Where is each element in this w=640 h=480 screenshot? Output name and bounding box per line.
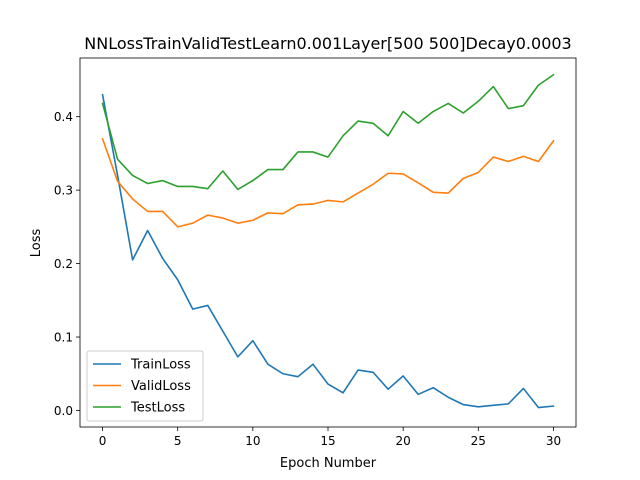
x-tick-label: 25 (471, 434, 486, 448)
x-tick-label: 5 (174, 434, 182, 448)
x-axis-label: Epoch Number (280, 456, 377, 471)
legend-box (86, 350, 204, 422)
legend-label-trainloss: TrainLoss (130, 358, 191, 373)
chart-title: NNLossTrainValidTestLearn0.001Layer[500 … (84, 34, 571, 53)
x-tick-label: 15 (320, 434, 335, 448)
y-axis-label: Loss (29, 229, 44, 258)
y-tick-label: 0.4 (54, 110, 73, 124)
legend-label-testloss: TestLoss (130, 401, 185, 416)
x-tick-label: 0 (99, 434, 107, 448)
y-tick-label: 0.2 (54, 257, 73, 271)
x-tick-label: 10 (245, 434, 260, 448)
x-tick-label: 30 (546, 434, 561, 448)
series-line-trainloss (101, 93, 555, 409)
series-line-validloss (101, 137, 555, 228)
legend-label-validloss: ValidLoss (131, 379, 191, 394)
y-tick-label: 0.1 (54, 331, 73, 345)
y-tick-label: 0.3 (54, 184, 73, 198)
legend: TrainLoss ValidLoss TestLoss (86, 350, 204, 422)
x-tick-label: 20 (396, 434, 411, 448)
plot-area (101, 73, 555, 409)
y-axis: 0.0 0.1 0.2 0.3 0.4 (54, 110, 80, 418)
x-axis: 0 5 10 15 20 25 30 (99, 427, 561, 448)
y-tick-label: 0.0 (54, 404, 73, 418)
series-line-testloss (101, 73, 555, 191)
